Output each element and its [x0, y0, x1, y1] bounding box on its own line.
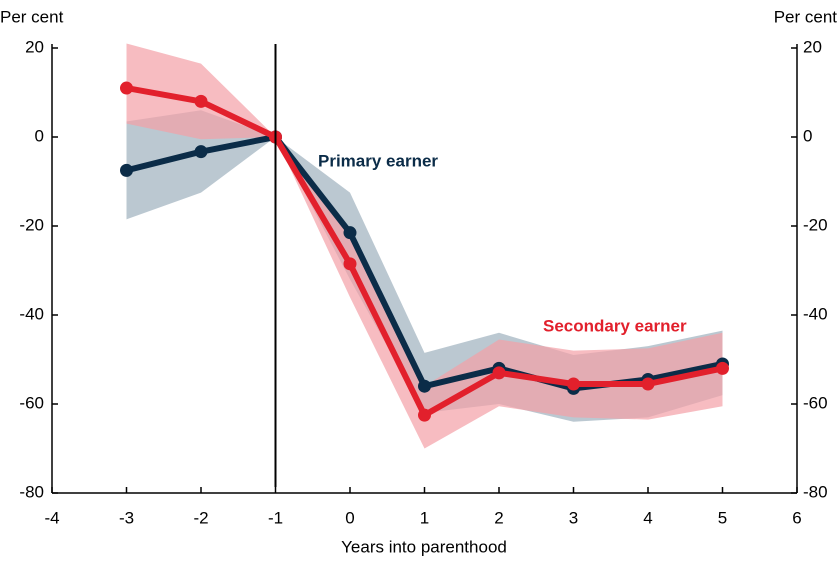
x-tick-label: -3	[119, 508, 134, 527]
x-tick-label: 5	[718, 508, 727, 527]
confidence-band	[126, 43, 723, 449]
y-axis-label: Per cent	[0, 7, 64, 26]
y2-tick-label: -40	[803, 304, 828, 323]
x-tick-label: 3	[569, 508, 578, 527]
data-point	[492, 366, 506, 380]
y2-tick-label: -80	[803, 482, 828, 501]
y2-tick-label: 0	[803, 126, 812, 145]
x-tick-label: 4	[643, 508, 652, 527]
y-tick-label: -40	[19, 304, 44, 323]
series-label: Secondary earner	[543, 316, 687, 335]
x-tick-label: 6	[792, 508, 801, 527]
data-point	[418, 379, 431, 393]
x-tick-label: 2	[494, 508, 503, 527]
x-tick-label: -2	[193, 508, 208, 527]
data-point	[641, 377, 655, 391]
series-label: Primary earner	[318, 151, 438, 170]
y-tick-label: 0	[35, 126, 44, 145]
data-point	[567, 377, 580, 391]
y2-axis-label: Per cent	[774, 7, 837, 26]
data-point	[418, 408, 431, 422]
x-tick-label: -1	[268, 508, 283, 527]
y2-tick-label: 20	[803, 37, 822, 56]
x-tick-label: 1	[420, 508, 429, 527]
data-point	[120, 163, 133, 177]
y2-tick-label: -20	[803, 215, 828, 234]
data-point	[120, 81, 133, 95]
data-point	[343, 257, 357, 271]
data-point	[194, 94, 208, 108]
data-point	[343, 226, 357, 240]
y-tick-label: -60	[19, 393, 44, 412]
x-axis-label: Years into parenthood	[341, 537, 507, 556]
y-tick-label: 20	[25, 37, 44, 56]
data-point	[716, 361, 729, 375]
x-tick-label: 0	[345, 508, 354, 527]
y2-tick-label: -60	[803, 393, 828, 412]
data-point	[194, 145, 208, 159]
x-tick-label: -4	[44, 508, 59, 527]
y-tick-label: -20	[19, 215, 44, 234]
y-tick-label: -80	[19, 482, 44, 501]
